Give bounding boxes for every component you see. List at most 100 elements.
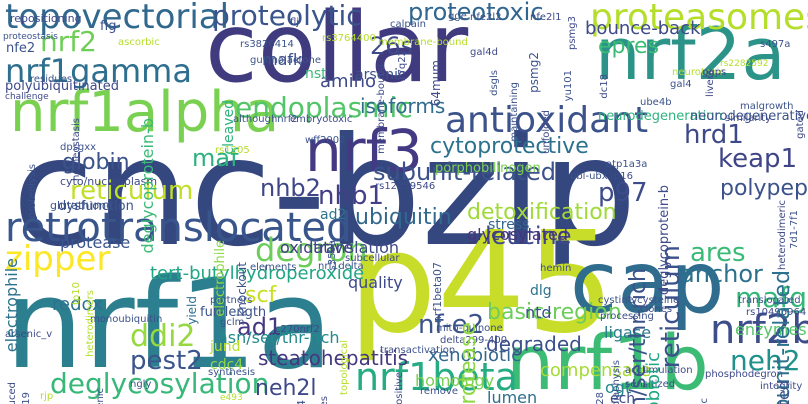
word-hrd1: hrd1: [684, 120, 744, 150]
word-enzymes: degraded: [486, 332, 582, 356]
word-flj: dc18: [599, 74, 610, 99]
word-nfe2l2: neurodegenerative: [690, 109, 808, 124]
word-proteostasis: ad2: [320, 207, 347, 223]
word-nrf1b: nrf1b: [506, 318, 709, 404]
word-p97: p97: [598, 178, 648, 208]
word-residues: membrane-bound: [376, 64, 387, 154]
word-cytosolic: arsenic: [355, 67, 406, 83]
word-endoplasmic: endoplasmic: [235, 91, 413, 124]
word-gal4: flj: [290, 17, 300, 28]
word-cyto-nucleoplasm: full-length: [200, 305, 267, 320]
word-pseudopositive: tp119: [21, 392, 32, 404]
word-cystine-cysteine: tp10: [71, 282, 82, 305]
word-arsenic: ech: [610, 391, 636, 404]
word-gulonolactone: unfolded: [541, 110, 552, 154]
word-psmg3: phosphodegron: [705, 369, 784, 380]
word-proteolytic: proteolytic: [212, 0, 362, 32]
word-tert-butylhydroperoxide: bounce-back: [585, 18, 701, 39]
word-protease: tert-butylhydroperoxide: [150, 263, 365, 284]
word-p45: p45: [348, 202, 616, 365]
word-bioid: psmg2: [527, 52, 541, 93]
word-rs11890028: ngly: [130, 379, 152, 390]
word-nrf2: nrf2: [40, 25, 97, 58]
word-rs10496964: nrf1delta: [318, 261, 364, 272]
word-calpain: porphobilinogen: [435, 161, 541, 176]
word-basic-region: redox: [52, 294, 103, 315]
word-collar: collar: [205, 0, 469, 104]
word-electrophile: cleaved: [221, 100, 237, 155]
word-quality: enzymes: [735, 320, 807, 339]
word-dc18: cyto/nucleoplasm: [60, 175, 158, 188]
word-neh2: neh2: [730, 344, 801, 377]
word-gge: sensitized: [625, 379, 676, 390]
word-ascorbic: maintaining: [509, 82, 520, 142]
word-oligonucleotides: neutropaenic: [95, 388, 106, 404]
word-bounce-back: globin: [62, 150, 130, 175]
word-neurodegeneration: knockout: [235, 262, 249, 317]
word-nrf2b: nrf2b: [710, 307, 808, 353]
word-ubl-ubx: s497a: [760, 39, 791, 50]
word-nrf2a: nrf2a: [595, 12, 786, 96]
word-amino: ogt: [605, 378, 632, 397]
word-psmc2: embryotoxic: [290, 114, 353, 125]
word-phosphodegron: rpn4: [295, 400, 308, 404]
word-nrf1a: nrf1a: [5, 253, 334, 397]
word-nrf1beta07: dpsgxx: [60, 142, 97, 153]
word-rs1205: livers: [705, 70, 716, 97]
word-yu101: glutathione: [50, 199, 113, 212]
word-cnc-bzip: cnc-bzip: [12, 106, 637, 280]
word-s350a: althoughnrf2: [233, 114, 298, 125]
word-malgrowth: residues: [30, 74, 73, 85]
word-gclm: nrf1beta07: [431, 262, 444, 324]
word-nfe2: nst: [305, 66, 327, 82]
word-retrotranslocated: retrotranslocated: [5, 205, 352, 251]
word-proteasomes: proteasomes: [590, 0, 808, 38]
word-neh2l: neh2l: [255, 376, 317, 401]
word-nhb2: nhb2: [260, 174, 321, 202]
word-epres: maf: [192, 144, 239, 172]
word-rs12059546: similarity: [725, 113, 772, 124]
word-middiaphysis: monoubiquitin: [90, 314, 163, 325]
word-cdc4: quality: [348, 273, 403, 292]
word-64mum: remove: [420, 386, 458, 397]
word-hemin: elements: [250, 262, 297, 273]
word-monoubiquitin: s350a: [327, 240, 338, 271]
word-nrf3: nrf3: [305, 117, 423, 185]
word-delta299-400: translocated: [738, 295, 801, 306]
word-rs3764400: nfe2l1: [530, 12, 562, 23]
word-leucine: leucine: [485, 222, 572, 250]
word-mafk: ntd: [525, 303, 552, 322]
word-etge: 64mum: [429, 60, 443, 107]
word-wff2002: ube4b: [640, 97, 672, 108]
word-pest2: pest2: [130, 346, 203, 376]
word-synthesis: processing: [600, 311, 654, 322]
word-dnase: integrity: [760, 381, 803, 392]
word-2000: rs2282592: [720, 59, 769, 69]
word-topological: pseudopositive: [394, 372, 405, 404]
word-neurodegenerative: homeostasis: [71, 118, 82, 181]
word-althoughnrf2: atp1a3a: [606, 159, 648, 170]
word-keap1: keap1: [718, 144, 798, 174]
word-repositioning: stress: [488, 217, 530, 233]
word-nfe2l: psmg3: [567, 16, 578, 51]
word-mito-quinone: cystine/cysteine: [598, 295, 680, 306]
word-nrf1gamma: nrf1gamma: [5, 52, 192, 90]
word-t-cell: topological: [339, 340, 350, 395]
word-subcellular: rs1205: [215, 145, 250, 156]
word-maf: reticulum: [70, 176, 194, 206]
word-elements: heterodimeric: [777, 200, 788, 270]
word-stress: cdc4: [210, 357, 244, 373]
word-26s: 26s: [370, 32, 414, 60]
word-ligase: xenobiotic: [428, 345, 521, 366]
word-glycosylated: glycosylated: [774, 380, 793, 404]
word-yield: polyubiquitinated: [5, 79, 119, 94]
word-gated: ascorbic: [118, 37, 160, 48]
word-17q22: neurodegeneration: [598, 109, 723, 124]
word-gal4d: accumulation: [625, 365, 693, 376]
word-full-length: deglycoprotein-b: [138, 118, 157, 254]
word-antioxidant: antioxidant: [445, 100, 649, 141]
word-homology: asn/ser/thr-rich: [218, 328, 340, 347]
word-nrf1beta: nrf1beta: [355, 355, 518, 399]
word-cleaved: nfe2: [6, 41, 36, 56]
